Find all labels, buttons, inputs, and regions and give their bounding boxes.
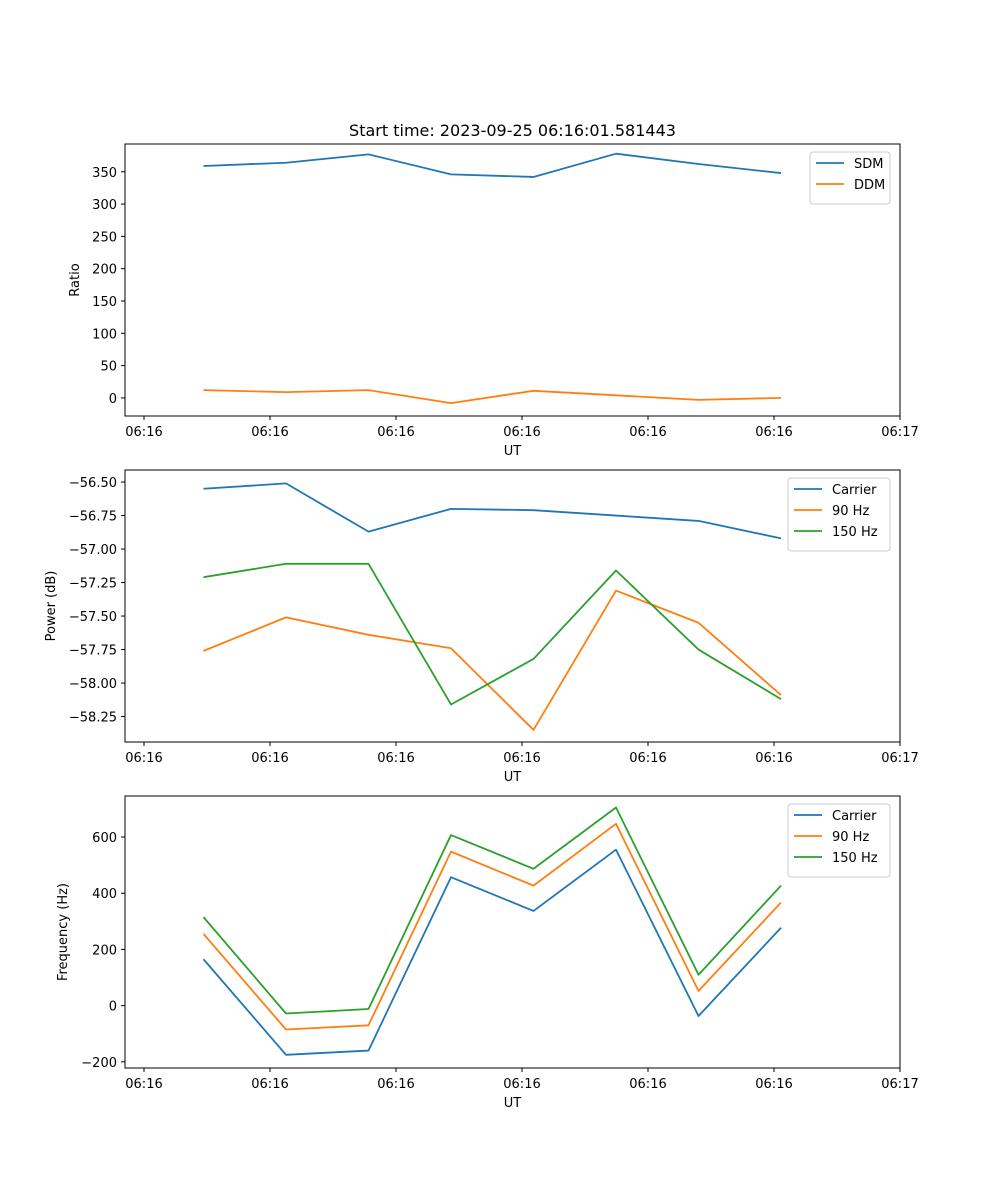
ratio-panel: 06:16 06:16 06:16 06:16 06:16 06:16 06:17 0 50 10… — [68, 143, 919, 459]
legend-label: DDM — [854, 178, 885, 193]
axes-frame — [124, 795, 901, 1069]
x-tick-label: 06:17 — [881, 425, 918, 440]
y-tick-label: 250 — [92, 230, 117, 245]
x-tick-label: 06:16 — [755, 751, 792, 766]
series-line-sdm — [203, 152, 782, 178]
x-tick-label: 06:16 — [125, 1077, 162, 1092]
y-axis-label: Power (dB) — [44, 571, 59, 642]
x-tick-label: 06:16 — [377, 751, 414, 766]
y-tick-label: −200 — [81, 1056, 117, 1071]
series-line-90-hz — [203, 589, 782, 731]
x-tick-label: 06:17 — [881, 751, 918, 766]
x-tick-label: 06:16 — [755, 425, 792, 440]
series-line-90-hz — [202, 822, 782, 1031]
legend-label: 90 Hz — [832, 830, 869, 845]
y-axis-label: Frequency (Hz) — [56, 883, 71, 981]
y-tick-label: 600 — [92, 831, 117, 846]
x-tick-label: 06:17 — [881, 1077, 918, 1092]
x-tick-label: 06:16 — [377, 1077, 414, 1092]
y-tick-label: −56.75 — [69, 510, 117, 525]
series-line-150-hz — [203, 562, 782, 706]
x-tick-label: 06:16 — [755, 1077, 792, 1092]
x-tick-label: 06:16 — [629, 1077, 666, 1092]
x-tick-label: 06:16 — [503, 751, 540, 766]
y-tick-label: −58.00 — [69, 677, 117, 692]
y-tick-label: −56.50 — [69, 476, 117, 491]
x-axis-label: UT — [504, 444, 522, 459]
series-line-ddm — [203, 389, 782, 404]
y-tick-label: 300 — [92, 198, 117, 213]
y-tick-label: −57.25 — [69, 577, 117, 592]
frequency-panel: 06:16 06:16 06:16 06:16 06:16 06:16 06:17 −200 0… — [56, 795, 919, 1111]
axes-frame — [124, 469, 901, 743]
x-tick-label: 06:16 — [251, 425, 288, 440]
x-tick-label: 06:16 — [125, 751, 162, 766]
y-tick-label: 150 — [92, 295, 117, 310]
y-tick-label: 350 — [92, 166, 117, 181]
y-tick-label: 0 — [109, 1000, 117, 1015]
x-tick-label: 06:16 — [629, 751, 666, 766]
y-tick-label: −57.75 — [69, 644, 117, 659]
legend-label: 150 Hz — [832, 525, 878, 540]
x-tick-label: 06:16 — [251, 1077, 288, 1092]
x-tick-label: 06:16 — [377, 425, 414, 440]
series-line-carrier — [203, 482, 782, 540]
x-tick-label: 06:16 — [503, 425, 540, 440]
x-tick-label: 06:16 — [125, 425, 162, 440]
x-tick-label: 06:16 — [251, 751, 288, 766]
y-tick-label: −58.25 — [69, 711, 117, 726]
legend-label: 90 Hz — [832, 504, 869, 519]
x-axis-label: UT — [504, 770, 522, 785]
x-tick-label: 06:16 — [629, 425, 666, 440]
legend-label: Carrier — [832, 483, 877, 498]
chart-title: Start time: 2023-09-25 06:16:01.581443 — [349, 121, 676, 140]
legend — [787, 803, 891, 878]
power-panel: 06:16 06:16 06:16 06:16 06:16 06:16 06:17 −56.5… — [44, 469, 919, 785]
legend-label: 150 Hz — [832, 851, 878, 866]
legend — [787, 477, 891, 552]
legend-label: SDM — [854, 157, 883, 172]
series-line-carrier — [202, 848, 782, 1056]
y-tick-label: 400 — [92, 887, 117, 902]
y-tick-label: 200 — [92, 263, 117, 278]
legend-label: Carrier — [832, 809, 877, 824]
x-tick-label: 06:16 — [503, 1077, 540, 1092]
legend — [809, 151, 891, 205]
y-tick-label: −57.50 — [69, 610, 117, 625]
y-tick-label: −57.00 — [69, 543, 117, 558]
y-tick-label: 0 — [109, 392, 117, 407]
y-tick-label: 200 — [92, 943, 117, 958]
axes-frame — [124, 143, 901, 417]
x-axis-label: UT — [504, 1096, 522, 1111]
y-tick-label: 50 — [100, 360, 117, 375]
y-tick-label: 100 — [92, 327, 117, 342]
series-line-150-hz — [202, 806, 782, 1015]
y-axis-label: Ratio — [68, 263, 83, 296]
